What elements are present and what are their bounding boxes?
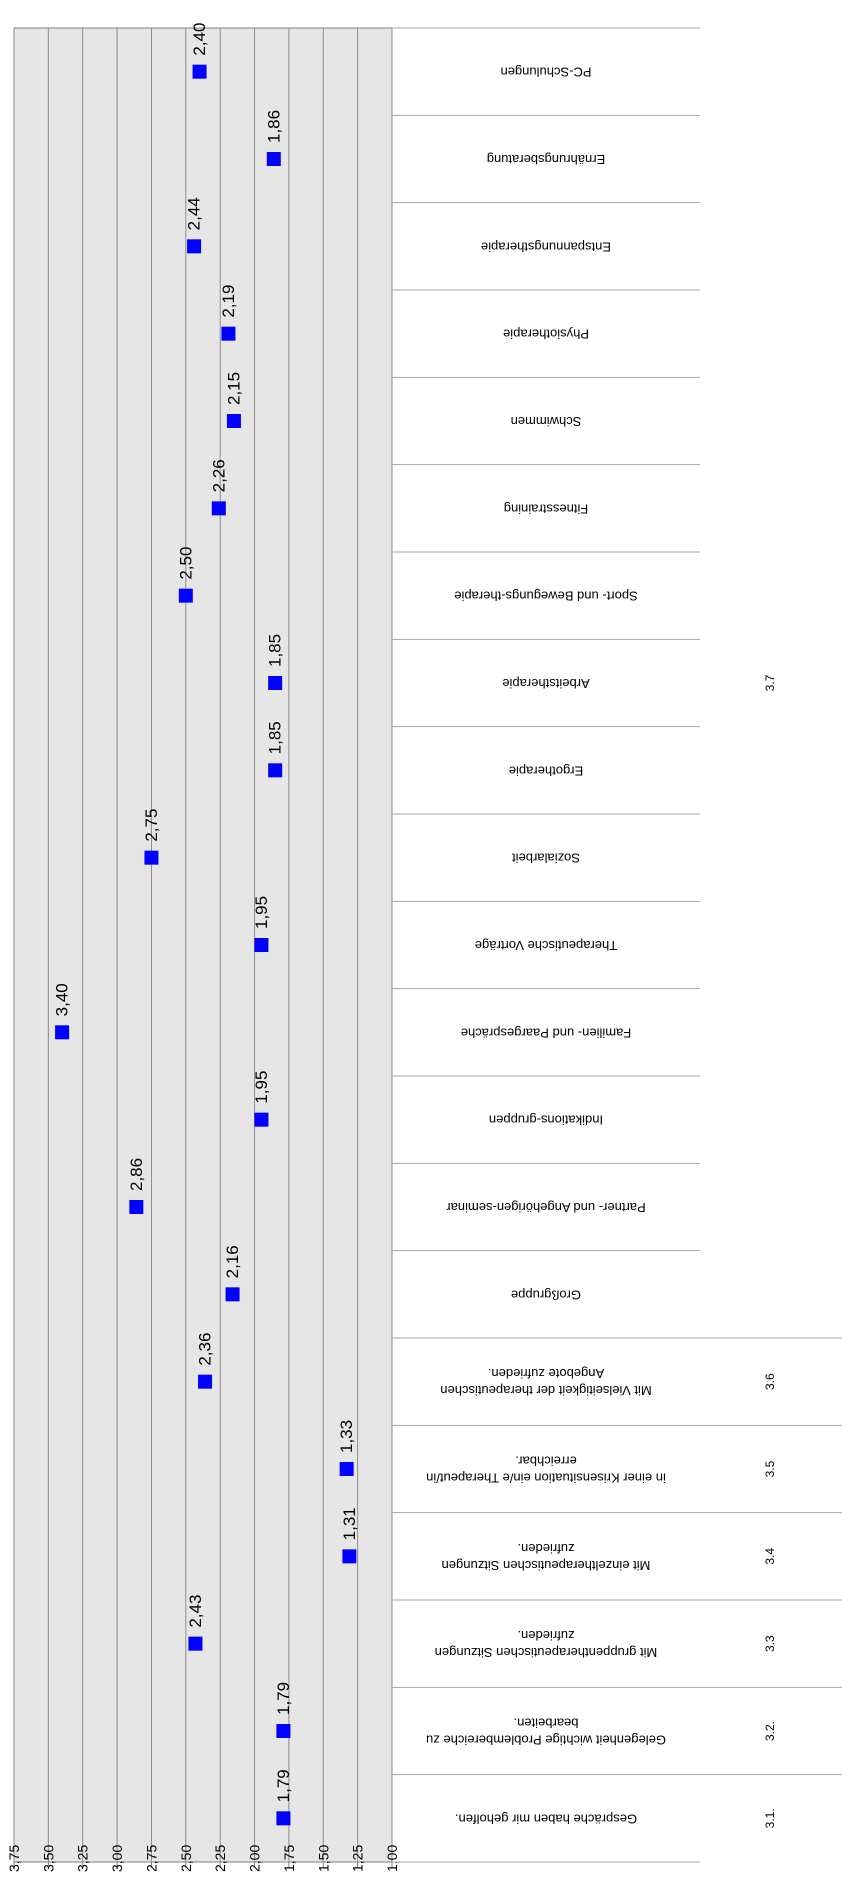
group-label: 3.5 [763, 1460, 777, 1477]
data-label: 2,86 [127, 1158, 146, 1191]
category-label: Mit gruppentherapeutischen Sitzungenzufr… [435, 1628, 658, 1660]
category-label: Ergotherapie [509, 763, 583, 778]
category-label: Sozialarbeit [512, 851, 580, 866]
category-label: PC-Schulungen [500, 65, 591, 80]
y-tick-label: 1,25 [350, 1845, 366, 1872]
y-tick-label: 2,75 [143, 1845, 159, 1872]
category-label: Gespräche haben mir geholfen. [455, 1811, 637, 1826]
category-label: Physiotherapie [503, 327, 589, 342]
category-label: Entspannungstherapie [481, 239, 611, 254]
data-point [198, 1374, 213, 1389]
data-label: 2,26 [209, 459, 228, 492]
data-point [211, 501, 226, 516]
group-label: 3.2. [763, 1721, 777, 1741]
data-label: 2,40 [190, 23, 209, 56]
data-point [266, 152, 281, 166]
data-point [268, 676, 283, 690]
data-label: 1,31 [340, 1507, 359, 1540]
group-label: 3.7 [763, 674, 777, 691]
data-point [129, 1200, 144, 1214]
category-label: Fitnesstraining [504, 501, 589, 516]
category-label: in einer Krisensituation ein/e Therapeut… [426, 1454, 666, 1486]
data-label: 1,86 [264, 110, 283, 143]
data-label: 2,75 [142, 809, 161, 842]
data-point [225, 1287, 240, 1302]
category-label: Familien- und Paargespräche [461, 1025, 632, 1040]
data-label: 2,36 [196, 1333, 215, 1366]
data-point [276, 1724, 291, 1738]
data-label: 2,19 [219, 285, 238, 318]
y-tick-label: 2,25 [212, 1845, 228, 1872]
y-tick-label: 1,00 [384, 1845, 400, 1872]
data-point [268, 763, 283, 778]
data-point [55, 1025, 70, 1040]
data-point [254, 938, 269, 952]
data-label: 2,15 [224, 372, 243, 405]
data-label: 2,16 [223, 1245, 242, 1278]
data-point [188, 1636, 203, 1651]
data-label: 1,33 [337, 1420, 356, 1453]
data-label: 1,95 [252, 896, 271, 929]
category-label: Indikations-gruppen [489, 1113, 603, 1128]
plot-area [13, 27, 393, 1863]
data-label: 1,95 [252, 1071, 271, 1104]
data-point [221, 326, 236, 341]
y-tick-label: 3,00 [109, 1845, 125, 1872]
y-tick-label: 1,75 [281, 1845, 297, 1872]
group-label: 3.3 [763, 1635, 777, 1652]
category-axis: Gespräche haben mir geholfen. Gelegenheit… [392, 27, 842, 1863]
y-tick-label: 3,50 [40, 1845, 56, 1872]
data-label: 3,40 [53, 983, 72, 1016]
data-point [178, 588, 193, 603]
data-point [144, 850, 159, 865]
y-tick-label: 2,50 [178, 1845, 194, 1872]
y-tick-label: 1,50 [315, 1845, 331, 1872]
data-label: 2,44 [185, 197, 204, 230]
data-label: 2,43 [186, 1595, 205, 1628]
data-point [339, 1462, 354, 1476]
category-label: Schwimmen [511, 414, 582, 429]
category-label: Ernährungsberatung [487, 152, 606, 167]
category-label: Gelegenheit wichtige Problembereiche zub… [426, 1716, 666, 1748]
data-label: 1,85 [266, 634, 285, 667]
data-label: 1,85 [266, 721, 285, 754]
data-point [342, 1549, 357, 1564]
category-label: Partner- und Angehörigen-seminar [446, 1200, 646, 1215]
category-label: Großgruppe [511, 1287, 581, 1302]
data-point [192, 64, 207, 79]
data-point [276, 1811, 291, 1826]
data-labels: 1,79 1,79 2,43 1,31 1,33 2,36 2,16 2,86 1,95 3,40… [53, 23, 359, 1803]
group-label: 3.4 [763, 1548, 777, 1565]
data-points [55, 64, 357, 1826]
category-label: Mit Vielseitigkeit der therapeutischenAn… [440, 1366, 652, 1398]
category-label: Mit einzeltherapeutischen Sitzungenzufri… [442, 1541, 651, 1573]
data-label: 1,79 [274, 1769, 293, 1802]
group-label: 3.6 [763, 1373, 777, 1390]
category-label: Arbeitstherapie [502, 676, 589, 691]
value-axis: 1,00 1,25 1,50 1,75 2,00 2,25 2,50 2,75 3,00 3,25… [6, 1845, 400, 1872]
y-tick-label: 3,75 [6, 1845, 22, 1872]
data-label: 1,79 [274, 1682, 293, 1715]
data-point [254, 1112, 269, 1127]
y-tick-label: 3,25 [75, 1845, 91, 1872]
category-label: Therapeutische Vorträge [475, 938, 617, 953]
category-label: Sport- und Bewegungs-therapie [454, 589, 638, 604]
data-point [187, 239, 202, 254]
data-label: 2,50 [176, 547, 195, 580]
group-label: 3.1. [763, 1808, 777, 1828]
y-tick-label: 2,00 [247, 1845, 263, 1872]
data-point [226, 414, 241, 428]
